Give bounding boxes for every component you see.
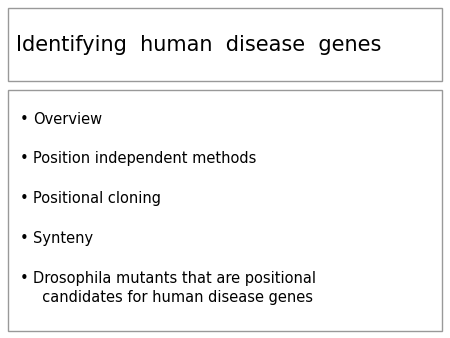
- Text: •: •: [19, 231, 28, 246]
- Text: Drosophila mutants that are positional
  candidates for human disease genes: Drosophila mutants that are positional c…: [33, 271, 316, 305]
- Text: •: •: [19, 271, 28, 286]
- Bar: [8, 8, 442, 81]
- Bar: [8, 90, 442, 331]
- Text: Position independent methods: Position independent methods: [33, 151, 256, 166]
- Text: •: •: [19, 112, 28, 126]
- Text: Positional cloning: Positional cloning: [33, 191, 161, 206]
- Text: Synteny: Synteny: [33, 231, 93, 246]
- Text: •: •: [19, 151, 28, 166]
- Text: •: •: [19, 191, 28, 206]
- Text: Identifying  human  disease  genes: Identifying human disease genes: [16, 35, 382, 55]
- Text: Overview: Overview: [33, 112, 102, 126]
